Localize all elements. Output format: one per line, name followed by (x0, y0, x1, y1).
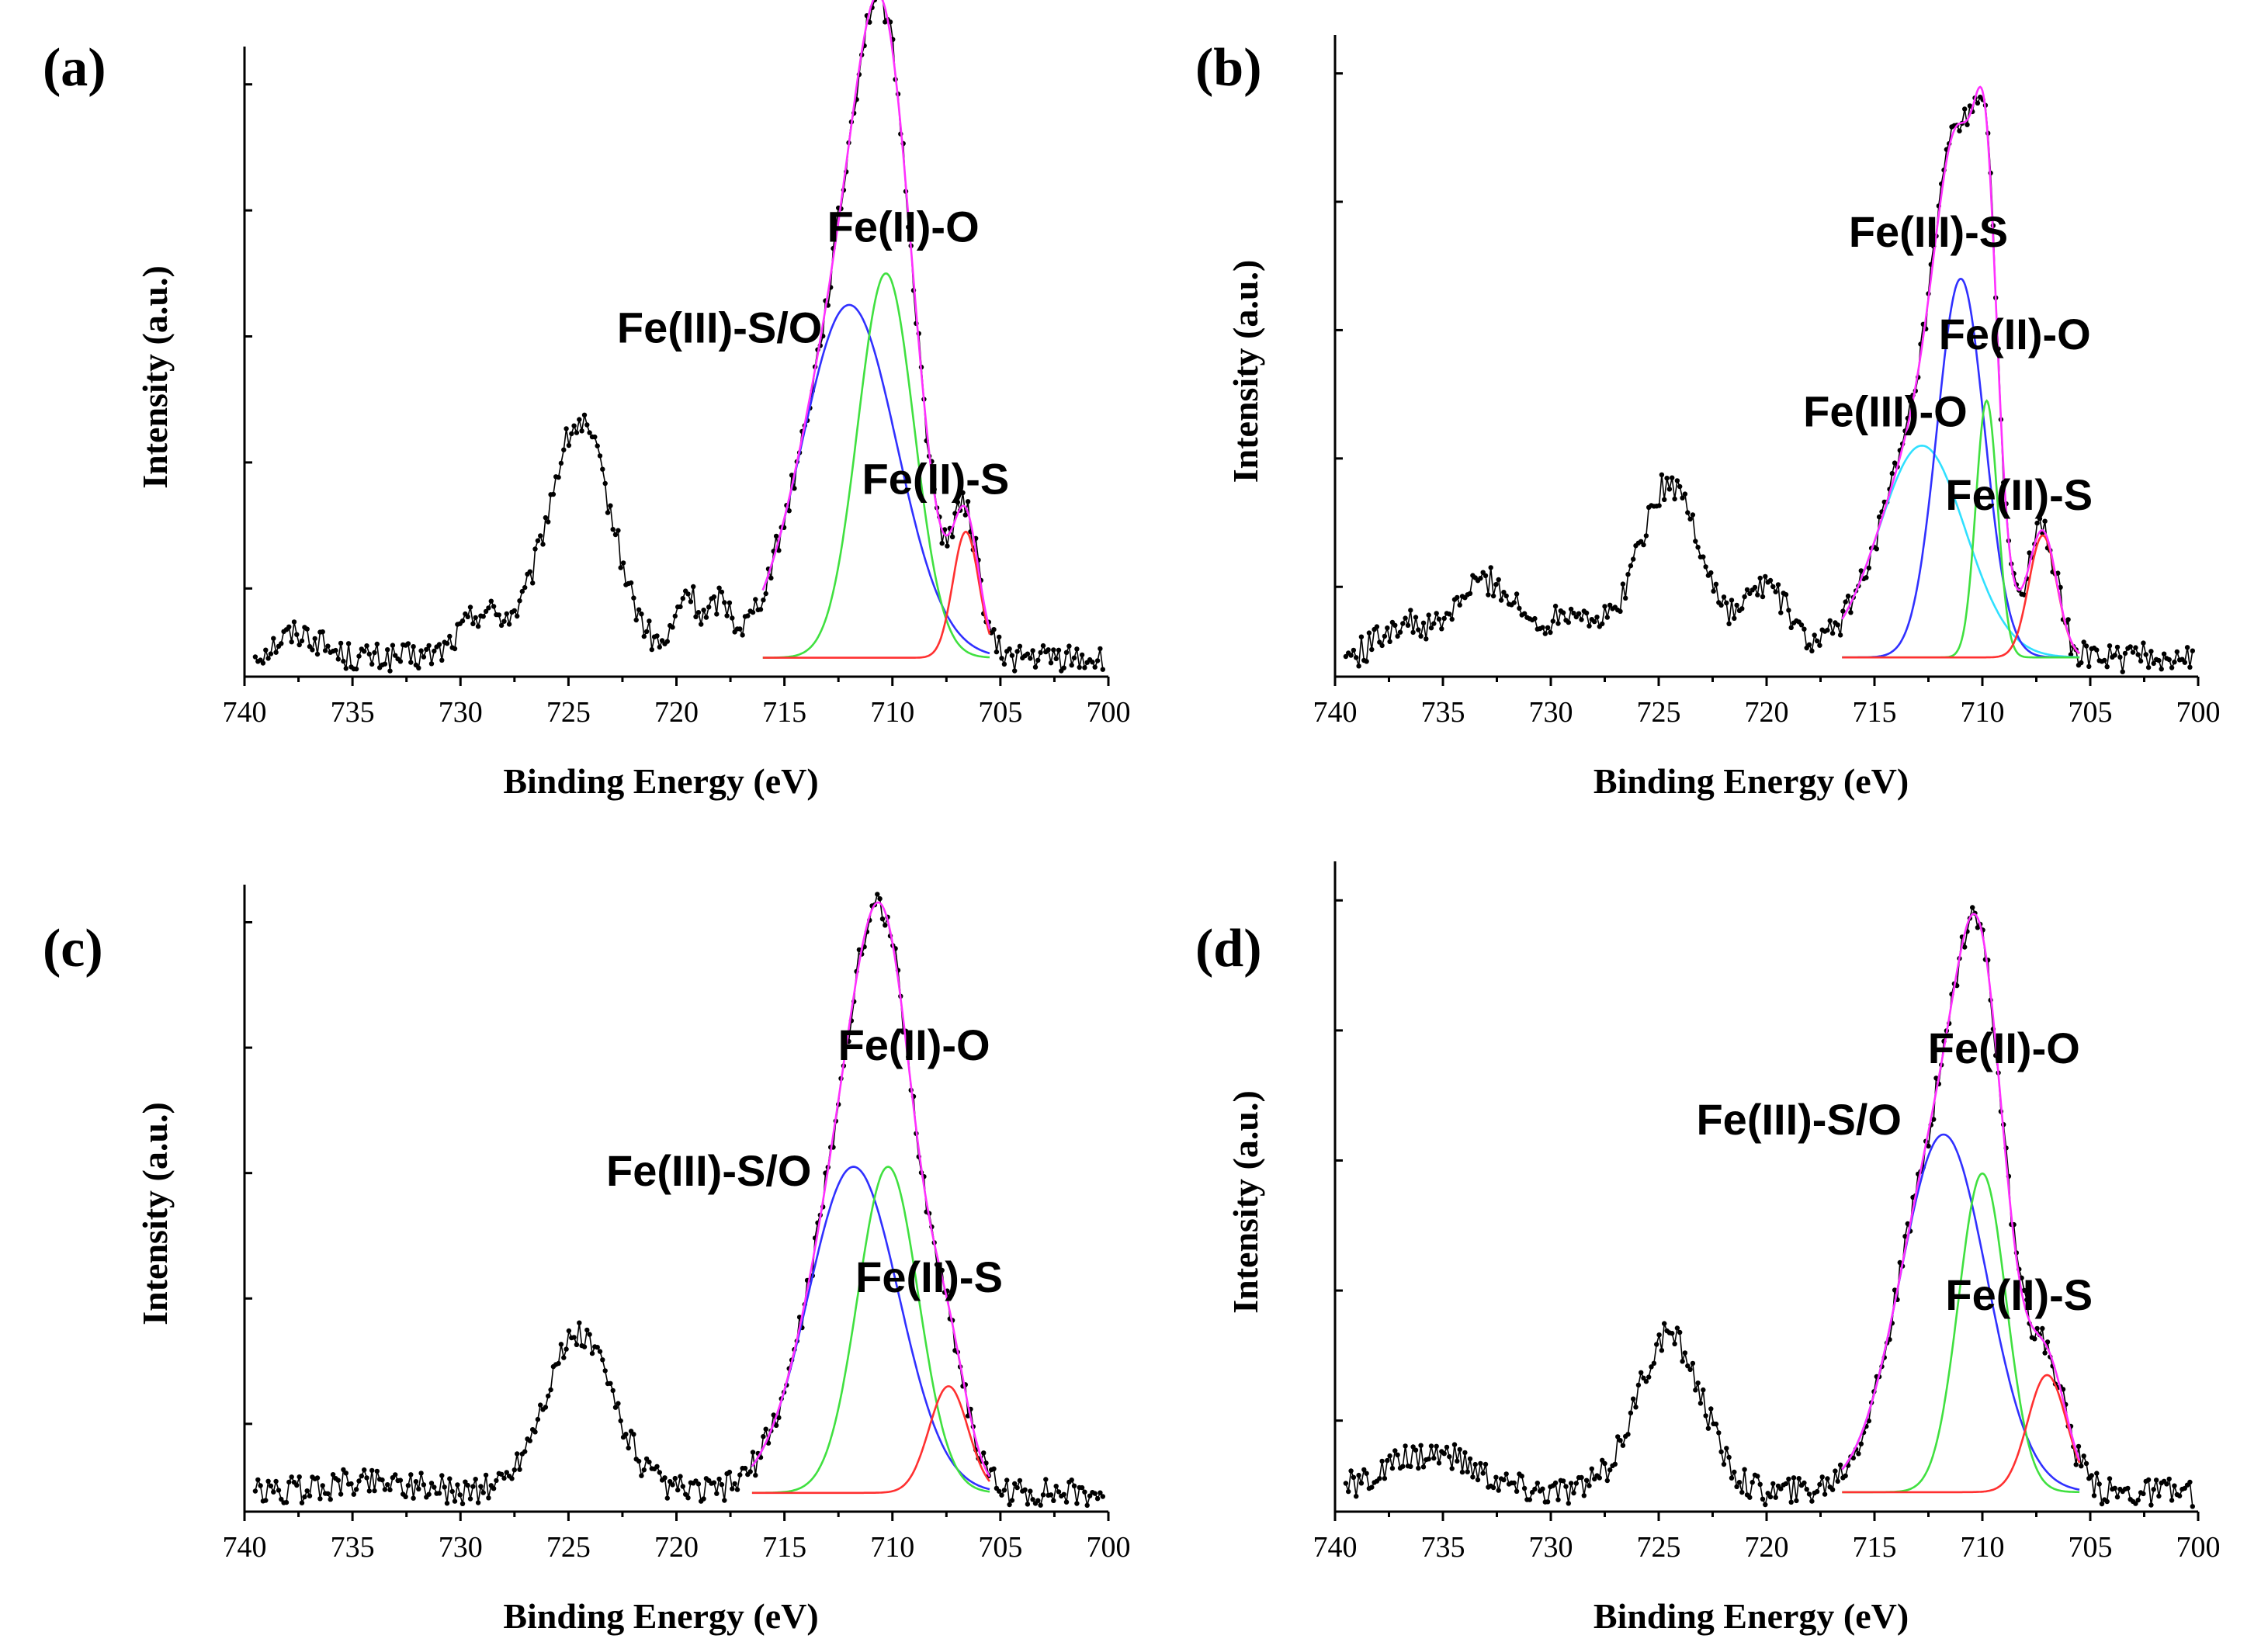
x-tick-label: 720 (1745, 1531, 1789, 1564)
x-tick-label: 735 (1421, 1531, 1465, 1564)
data-line (1345, 95, 2193, 672)
x-axis-title: Binding Energy (eV) (503, 1596, 818, 1636)
peak-label: Fe(III)-S/O (606, 1146, 811, 1195)
panel-d: (d) 740 735 730 725 720 715 710 705 700 Binding En… (1195, 861, 2221, 1636)
component-curve (1842, 1374, 2081, 1494)
x-tick-label: 715 (1853, 696, 1897, 729)
x-tick-label: 705 (2069, 1531, 2113, 1564)
peak-label: Fe(II)-S (1945, 470, 2093, 519)
peak-label: Fe(II)-O (1928, 1024, 2080, 1072)
peak-label: Fe(II)-O (1939, 310, 2091, 359)
y-axis-title: Intensity (a.u.) (135, 265, 175, 489)
x-tick-label: 730 (1529, 1531, 1573, 1564)
x-tick-label: 740 (223, 696, 267, 729)
x-tick-label: 720 (654, 696, 699, 729)
component-curve (762, 272, 990, 659)
component-curve (751, 1166, 990, 1494)
peak-label: Fe(III)-O (1803, 386, 1968, 435)
panel-letter: (d) (1195, 919, 1262, 979)
component-curve (1842, 277, 2080, 659)
y-axis-title: Intensity (a.u.) (1226, 260, 1265, 483)
peak-label: Fe(II)-S (862, 455, 1010, 504)
x-tick-label: 730 (439, 1531, 483, 1564)
x-tick-label: 715 (762, 696, 806, 729)
y-axis-title: Intensity (a.u.) (1226, 1090, 1265, 1314)
data-points (252, 892, 1106, 1509)
panel-letter: (b) (1195, 38, 1262, 98)
x-tick-label: 710 (870, 1531, 914, 1564)
component-curve (762, 530, 991, 659)
x-tick-label: 725 (1637, 696, 1681, 729)
x-tick-label: 735 (331, 1531, 375, 1564)
panel-b: (b) 740 735 730 725 720 715 710 705 700 Binding En… (1195, 35, 2221, 801)
component-curve (751, 1385, 991, 1495)
x-axis-title: Binding Energy (eV) (503, 761, 818, 801)
data-line (255, 892, 1104, 1507)
x-tick-label: 740 (1313, 696, 1358, 729)
x-tick-label: 735 (331, 696, 375, 729)
x-tick-label: 710 (1961, 1531, 2005, 1564)
x-tick-label: 740 (223, 1531, 267, 1564)
x-tick-label: 700 (2176, 696, 2221, 729)
x-tick-label: 735 (1421, 696, 1465, 729)
x-tick-label: 730 (439, 696, 483, 729)
x-tick-label: 715 (1853, 1531, 1897, 1564)
x-tick-label: 725 (546, 696, 591, 729)
x-tick-label: 700 (1087, 1531, 1131, 1564)
x-tick-label: 710 (870, 696, 914, 729)
component-curve (1842, 1172, 2080, 1494)
envelope-curve (761, 0, 991, 630)
x-tick-label: 705 (978, 696, 1022, 729)
peak-label: Fe(III)-S/O (617, 303, 822, 352)
x-tick-label: 715 (762, 1531, 806, 1564)
panel-letter: (a) (43, 38, 106, 98)
panel-a: (a) 740 735 730 725 720 715 710 705 700 Binding En… (43, 0, 1131, 801)
data-line (1345, 906, 2193, 1507)
peak-label: Fe(III)-S/O (1696, 1095, 1901, 1144)
y-axis-title: Intensity (a.u.) (135, 1102, 175, 1325)
x-tick-label: 730 (1529, 696, 1573, 729)
peak-label: Fe(II)-O (827, 203, 980, 251)
x-tick-label: 705 (2069, 696, 2113, 729)
x-tick-label: 700 (1087, 696, 1131, 729)
component-curve (1842, 534, 2080, 659)
x-tick-label: 710 (1961, 696, 2005, 729)
peak-label: Fe(II)-O (838, 1020, 990, 1069)
panel-letter: (c) (43, 919, 103, 979)
x-tick-label: 705 (978, 1531, 1022, 1564)
x-tick-label: 700 (2176, 1531, 2221, 1564)
x-axis-title: Binding Energy (eV) (1593, 1596, 1909, 1636)
peak-label: Fe(III)-S (1849, 207, 2008, 256)
envelope-curve (1841, 913, 2081, 1471)
envelope-curve (751, 901, 991, 1478)
x-axis-title: Binding Energy (eV) (1593, 761, 1909, 801)
peak-label: Fe(II)-S (1945, 1270, 2093, 1319)
data-point (252, 1488, 258, 1494)
peak-label: Fe(II)-S (855, 1252, 1003, 1301)
data-line (255, 0, 1104, 673)
x-tick-label: 740 (1313, 1531, 1358, 1564)
x-tick-label: 720 (1745, 696, 1789, 729)
panel-c: (c) 740 735 730 725 720 715 710 705 700 Binding En… (43, 885, 1131, 1636)
envelope-curve (1841, 85, 2080, 654)
x-tick-label: 725 (546, 1531, 591, 1564)
x-tick-label: 720 (654, 1531, 699, 1564)
x-tick-label: 725 (1637, 1531, 1681, 1564)
